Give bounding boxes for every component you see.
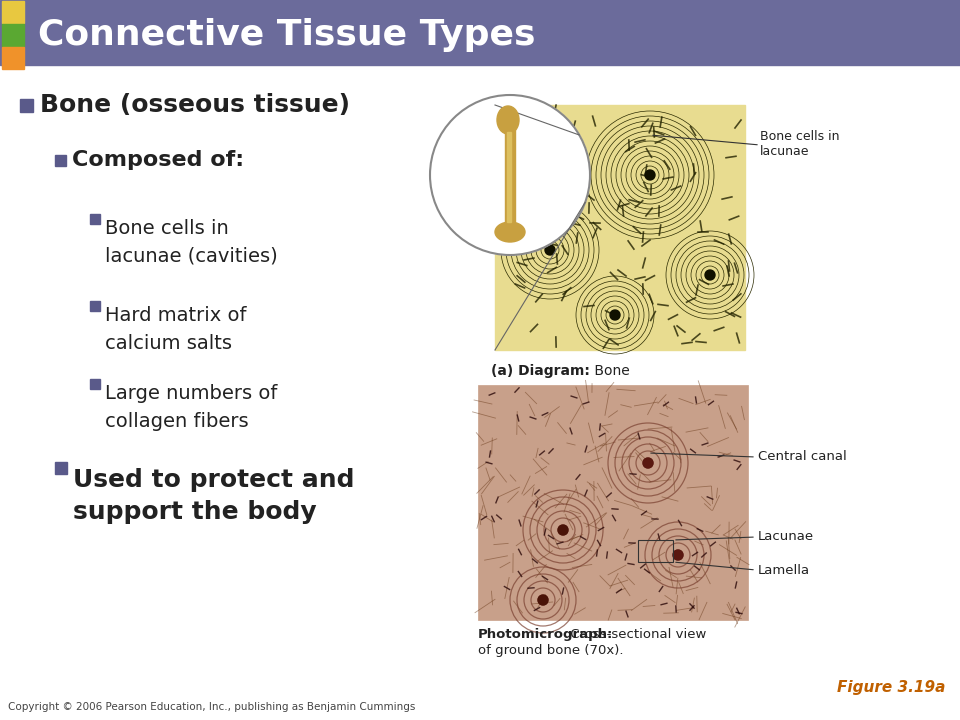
Circle shape <box>673 550 683 560</box>
Text: Large numbers of
collagen fibers: Large numbers of collagen fibers <box>105 384 277 431</box>
Bar <box>505 130 515 225</box>
Bar <box>2 47 24 69</box>
Text: (a) Diagram:: (a) Diagram: <box>492 364 590 378</box>
Text: Copyright © 2006 Pearson Education, Inc., publishing as Benjamin Cummings: Copyright © 2006 Pearson Education, Inc.… <box>8 702 416 712</box>
Circle shape <box>430 95 590 255</box>
Circle shape <box>558 525 568 535</box>
Text: Bone cells in
lacunae (cavities): Bone cells in lacunae (cavities) <box>105 219 277 266</box>
Text: Photomicrograph:: Photomicrograph: <box>478 628 613 641</box>
Circle shape <box>705 270 715 280</box>
Bar <box>90 214 100 224</box>
Bar <box>20 99 33 112</box>
Bar <box>638 540 673 562</box>
Circle shape <box>538 595 548 605</box>
Text: Bone cells in
lacunae: Bone cells in lacunae <box>760 130 839 158</box>
Text: Bone (osseous tissue): Bone (osseous tissue) <box>40 93 350 117</box>
Ellipse shape <box>495 222 525 242</box>
Bar <box>55 462 67 474</box>
Circle shape <box>610 310 620 320</box>
Bar <box>478 385 748 620</box>
Text: Hard matrix of
calcium salts: Hard matrix of calcium salts <box>105 306 247 353</box>
Circle shape <box>645 170 655 180</box>
Text: Composed of:: Composed of: <box>72 150 244 170</box>
Text: Connective Tissue Types: Connective Tissue Types <box>38 17 536 52</box>
Bar <box>2 24 24 46</box>
Text: Cross-sectional view: Cross-sectional view <box>566 628 707 641</box>
Bar <box>507 132 511 222</box>
Bar <box>2 1 24 23</box>
Circle shape <box>643 458 653 468</box>
Text: Lamella: Lamella <box>758 564 810 577</box>
Text: Lacunae: Lacunae <box>758 531 814 544</box>
Ellipse shape <box>497 106 519 134</box>
Text: of ground bone (70x).: of ground bone (70x). <box>478 644 623 657</box>
Text: Figure 3.19a: Figure 3.19a <box>836 680 945 695</box>
Bar <box>90 301 100 311</box>
Circle shape <box>545 245 555 255</box>
Bar <box>90 379 100 389</box>
Bar <box>55 155 66 166</box>
Text: Used to protect and
support the body: Used to protect and support the body <box>73 468 354 523</box>
Text: Bone: Bone <box>590 364 630 378</box>
Text: Central canal: Central canal <box>758 451 847 464</box>
Bar <box>0 0 960 65</box>
Bar <box>495 105 745 350</box>
